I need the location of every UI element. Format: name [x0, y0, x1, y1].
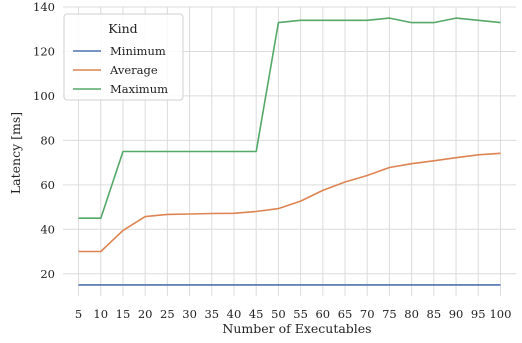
- x-tick-label: 35: [204, 307, 219, 321]
- x-tick-label: 90: [449, 307, 464, 321]
- y-tick-label: 140: [33, 0, 55, 14]
- y-axis-ticks: 20 40 60 80 100 120 140: [33, 0, 55, 281]
- legend-box: [63, 13, 184, 101]
- x-tick-label: 50: [271, 307, 286, 321]
- x-tick-label: 60: [315, 307, 330, 321]
- x-tick-label: 65: [338, 307, 353, 321]
- series-line-maximum: [78, 17, 501, 219]
- x-tick-label: 100: [489, 307, 511, 321]
- y-tick-label: 100: [33, 89, 55, 103]
- legend-label-maximum: Maximum: [110, 82, 168, 96]
- x-tick-label: 70: [360, 307, 375, 321]
- y-tick-label: 80: [40, 133, 55, 147]
- y-tick-label: 20: [40, 267, 55, 281]
- x-tick-label: 5: [75, 307, 82, 321]
- legend: Kind Minimum Average Maximum: [63, 13, 184, 101]
- y-tick-label: 60: [40, 178, 55, 192]
- x-tick-label: 85: [427, 307, 442, 321]
- x-tick-label: 10: [93, 307, 108, 321]
- x-tick-label: 40: [227, 307, 242, 321]
- y-tick-label: 120: [33, 44, 55, 58]
- x-tick-label: 15: [116, 307, 131, 321]
- legend-label-minimum: Minimum: [110, 44, 166, 58]
- x-axis-ticks: 5 10 15 20 25 30 35 40 45 50 55 60 65 70 75 80 85 90 95 100: [75, 307, 512, 321]
- x-tick-label: 55: [293, 307, 308, 321]
- x-tick-label: 75: [382, 307, 397, 321]
- x-tick-label: 25: [160, 307, 175, 321]
- y-axis-title: Latency [ms]: [8, 112, 23, 194]
- x-axis-title: Number of Executables: [222, 321, 371, 336]
- legend-label-average: Average: [109, 63, 158, 77]
- x-tick-label: 80: [404, 307, 419, 321]
- legend-title: Kind: [108, 21, 137, 36]
- series-lines: [78, 17, 501, 286]
- x-tick-label: 30: [182, 307, 197, 321]
- x-tick-label: 95: [471, 307, 486, 321]
- x-tick-label: 45: [249, 307, 264, 321]
- y-tick-label: 40: [40, 222, 55, 236]
- x-tick-label: 20: [138, 307, 153, 321]
- series-line-average: [78, 152, 501, 253]
